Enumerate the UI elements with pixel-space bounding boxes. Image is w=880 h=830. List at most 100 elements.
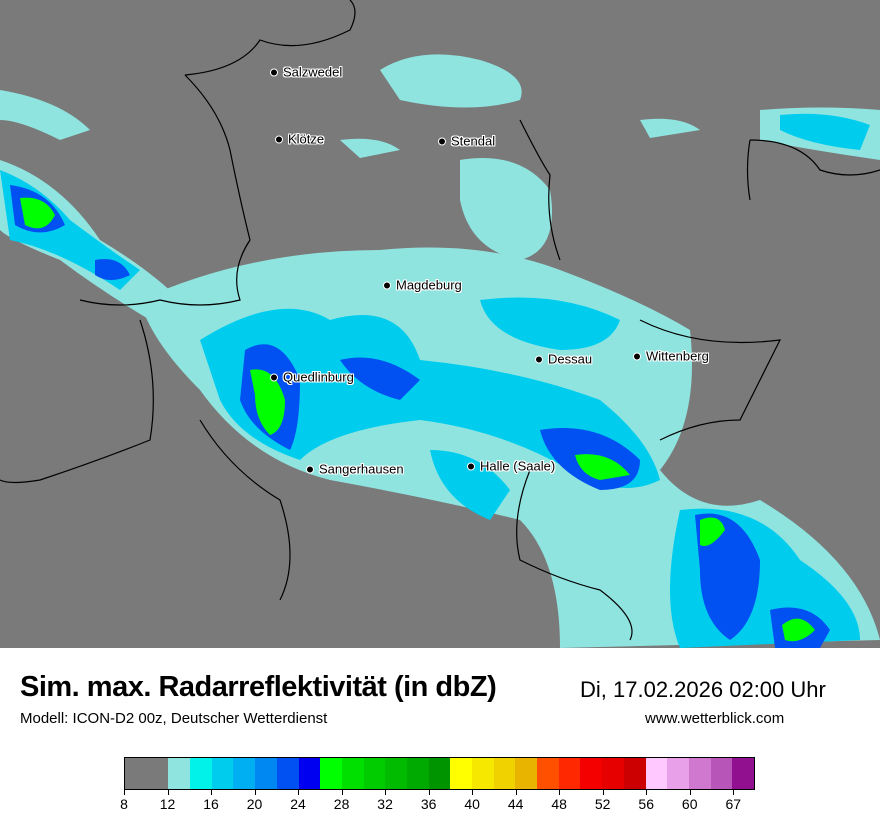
color-legend-bar	[124, 757, 755, 790]
legend-swatch	[450, 758, 472, 789]
legend-swatch	[667, 758, 689, 789]
legend-swatch	[233, 758, 256, 789]
legend-swatch	[320, 758, 342, 789]
precip-area	[700, 517, 725, 546]
page-title: Sim. max. Radarreflektivität (in dbZ)	[20, 671, 497, 703]
legend-tick	[254, 790, 256, 795]
legend-tick-label: 60	[681, 796, 698, 812]
legend-swatch	[580, 758, 603, 789]
legend-swatch	[255, 758, 277, 789]
city-marker: Sangerhausen	[306, 462, 404, 477]
legend-swatch	[385, 758, 407, 789]
city-dot-icon	[270, 68, 278, 76]
website-link[interactable]: www.wetterblick.com	[645, 710, 785, 727]
city-dot-icon	[270, 373, 278, 381]
city-marker: Halle (Saale)	[467, 459, 555, 474]
legend-tick	[472, 790, 474, 795]
legend-swatch	[276, 758, 299, 789]
legend-swatch	[428, 758, 451, 789]
city-dot-icon	[275, 135, 283, 143]
radar-map: Salzwedel Klötze Stendal Magdeburg Dessa…	[0, 0, 880, 648]
forecast-datetime: Di, 17.02.2026 02:00 Uhr	[580, 677, 826, 702]
border-line	[184, 0, 356, 76]
precip-area	[250, 369, 285, 435]
precip-area	[380, 54, 522, 108]
legend-tick	[428, 790, 430, 795]
legend-tick-label: 48	[551, 796, 567, 812]
border-line	[0, 319, 154, 484]
legend-swatch	[558, 758, 581, 789]
precip-area	[575, 454, 630, 480]
city-marker: Klötze	[275, 132, 324, 147]
legend-tick-label: 56	[638, 796, 654, 812]
legend-swatch	[406, 758, 429, 789]
border-line	[199, 419, 291, 601]
precip-area	[782, 618, 815, 642]
legend-tick	[211, 790, 213, 795]
legend-swatch	[710, 758, 733, 789]
legend-swatch	[125, 758, 147, 789]
legend-tick	[602, 790, 604, 795]
city-marker: Dessau	[535, 352, 592, 367]
legend-swatch	[168, 758, 191, 789]
legend-tick-label: 28	[333, 796, 350, 812]
precip-area	[0, 90, 90, 140]
precip-area	[430, 450, 510, 520]
legend-tick-label: 16	[203, 796, 219, 812]
border-line	[519, 119, 561, 261]
border-line	[516, 469, 633, 641]
legend-tick	[341, 790, 343, 795]
legend-tick	[298, 790, 300, 795]
legend-swatch	[493, 758, 516, 789]
legend-tick	[515, 790, 517, 795]
precip-area	[340, 357, 420, 400]
precip-area	[460, 158, 552, 260]
legend-tick-label: 36	[420, 796, 437, 812]
city-marker: Salzwedel	[270, 65, 342, 80]
legend-tick-label: 8	[120, 796, 128, 812]
precip-area	[695, 513, 760, 640]
city-dot-icon	[633, 352, 641, 360]
legend-tick-label: 40	[464, 796, 480, 812]
legend-swatch	[602, 758, 624, 789]
legend-swatch	[732, 758, 754, 789]
legend-tick-label: 20	[246, 796, 263, 812]
legend-tick	[733, 790, 735, 795]
city-dot-icon	[467, 462, 475, 470]
border-line	[79, 74, 251, 306]
legend-swatch	[146, 758, 169, 789]
precip-area	[780, 113, 870, 150]
legend-swatch	[298, 758, 321, 789]
city-dot-icon	[535, 355, 543, 363]
legend-swatch	[623, 758, 646, 789]
legend-tick	[559, 790, 561, 795]
legend-tick	[167, 790, 169, 795]
legend-swatch	[537, 758, 559, 789]
city-marker: Quedlinburg	[270, 370, 354, 385]
legend-tick	[385, 790, 387, 795]
legend-tick-label: 52	[594, 796, 611, 812]
legend-tick	[124, 790, 125, 795]
legend-swatch	[688, 758, 711, 789]
legend-swatch	[645, 758, 668, 789]
legend-tick	[646, 790, 648, 795]
city-marker: Stendal	[438, 134, 495, 149]
legend-tick-label: 12	[159, 796, 176, 812]
legend-tick-label: 24	[290, 796, 306, 812]
precip-area	[340, 138, 400, 158]
city-dot-icon	[383, 281, 391, 289]
city-marker: Wittenberg	[633, 349, 709, 364]
city-dot-icon	[306, 465, 314, 473]
precip-area	[640, 118, 700, 138]
city-dot-icon	[438, 137, 446, 145]
legend-swatch	[211, 758, 234, 789]
border-line	[639, 319, 782, 441]
legend-swatch	[341, 758, 364, 789]
precip-area	[480, 297, 620, 350]
legend-swatch	[515, 758, 538, 789]
model-info: Modell: ICON-D2 00z, Deutscher Wetterdie…	[20, 710, 328, 727]
city-marker: Magdeburg	[383, 278, 462, 293]
legend-swatch	[472, 758, 494, 789]
color-legend-ticks: 8 12 16 20 24 28 32 36 40 44 48 52 56 60 67	[120, 790, 755, 820]
legend-swatch	[190, 758, 212, 789]
